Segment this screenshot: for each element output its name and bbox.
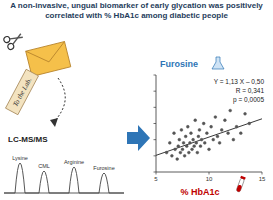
- scatter-point: [190, 132, 193, 135]
- scatter-point: [218, 142, 221, 145]
- scatter-point: [198, 129, 201, 132]
- scatter-point: [205, 132, 208, 135]
- label-card: To the Lab.: [5, 69, 38, 114]
- scatter-point: [171, 154, 174, 157]
- y-tick: [154, 75, 157, 76]
- scatter-point: [185, 145, 188, 148]
- scatter-point: [202, 122, 205, 125]
- peak-label: CML: [38, 163, 50, 169]
- y-tick: [154, 91, 157, 92]
- annotation: R = 0,341: [236, 87, 265, 94]
- scatter-point: [187, 151, 190, 154]
- scatter-point: [196, 151, 199, 154]
- result-arrow: [127, 125, 150, 151]
- chart-title: Furosine: [160, 59, 198, 69]
- tube-cap: [240, 176, 246, 180]
- chromatogram-trace: [4, 163, 124, 193]
- x-axis-label: % HbA1c: [180, 187, 219, 197]
- scatter-point: [210, 125, 213, 128]
- x-tick: [209, 172, 210, 175]
- flow-arrow: [54, 78, 65, 122]
- plot-marks: [156, 109, 262, 160]
- scatter-point: [200, 138, 203, 141]
- scatter-point: [232, 138, 235, 141]
- envelope-body: [26, 42, 71, 77]
- scatter-point: [195, 142, 198, 145]
- scatter-point: [216, 135, 219, 138]
- x-tick: [262, 172, 263, 175]
- x-tick: [156, 172, 157, 175]
- scatter-point: [183, 154, 186, 157]
- envelope-flap: [26, 42, 69, 67]
- scatter-point: [212, 138, 215, 141]
- scatter-point: [199, 145, 202, 148]
- scatter-point: [179, 151, 182, 154]
- scatter-point: [194, 119, 197, 122]
- scatter-point: [184, 135, 187, 138]
- scatter-point: [182, 142, 185, 145]
- y-tick: [154, 155, 157, 156]
- scatter-point: [173, 132, 176, 135]
- scatter-point: [203, 142, 206, 145]
- scatter-point: [174, 148, 177, 151]
- scatter-point: [227, 132, 230, 135]
- scatter-point: [193, 145, 196, 148]
- x-tick-label: 15: [259, 176, 266, 182]
- scatter-point: [177, 145, 180, 148]
- scatter-point: [181, 148, 184, 151]
- scatter-point: [235, 125, 238, 128]
- canvas: To the Lab. LC-MS/MS Lysine CML Arginine Furo…: [0, 0, 273, 200]
- peak-label: Lysine: [12, 155, 28, 161]
- scatter-point: [220, 129, 223, 132]
- scatter-point: [214, 116, 217, 119]
- regression-line: [156, 119, 262, 156]
- scatter-point: [197, 135, 200, 138]
- scatter-point: [178, 138, 181, 141]
- title: A non-invasive, ungual biomarker of earl…: [2, 1, 271, 20]
- tube-blood: [236, 184, 242, 192]
- scatter-point: [224, 119, 227, 122]
- y-tick: [154, 107, 157, 108]
- method-label: LC-MS/MS: [8, 135, 48, 144]
- scatter-point: [165, 151, 168, 154]
- card-body: [5, 69, 38, 114]
- graphical-abstract: A non-invasive, ungual biomarker of earl…: [0, 0, 273, 200]
- scissors-icon: [3, 29, 26, 50]
- envelope-label: To the Lab.: [12, 76, 34, 108]
- peak-label: Arginine: [64, 159, 84, 165]
- scatter-point: [180, 129, 183, 132]
- scatter-point: [191, 148, 194, 151]
- scatter-point: [176, 158, 179, 161]
- scatter-point: [189, 142, 192, 145]
- flow-arrow-head: [50, 118, 58, 127]
- scatter-point: [239, 132, 242, 135]
- scatter-point: [208, 148, 211, 151]
- flask-icon: [212, 57, 224, 69]
- x-tick-label: 10: [206, 176, 213, 182]
- scatter-point: [244, 112, 247, 115]
- tube-body: [236, 178, 245, 193]
- envelope-icon: [26, 42, 71, 77]
- y-tick: [154, 139, 157, 140]
- peak-label: Furosine: [93, 165, 114, 171]
- scissors-blade: [10, 33, 23, 43]
- annotation: Y = 1,13 X – 0,50: [214, 78, 265, 85]
- scatter-point: [168, 142, 171, 145]
- x-tick-label: 5: [154, 176, 158, 182]
- y-tick: [154, 123, 157, 124]
- tube-icon: [236, 176, 246, 193]
- scissors-blade: [10, 34, 23, 44]
- scissors-handle: [3, 35, 11, 43]
- scatter-point: [186, 125, 189, 128]
- annotation: p = 0,0005: [233, 96, 264, 104]
- y-tick: [154, 172, 157, 173]
- scatter-point: [248, 122, 251, 125]
- scatter-point: [192, 138, 195, 141]
- scatter-point: [229, 109, 232, 112]
